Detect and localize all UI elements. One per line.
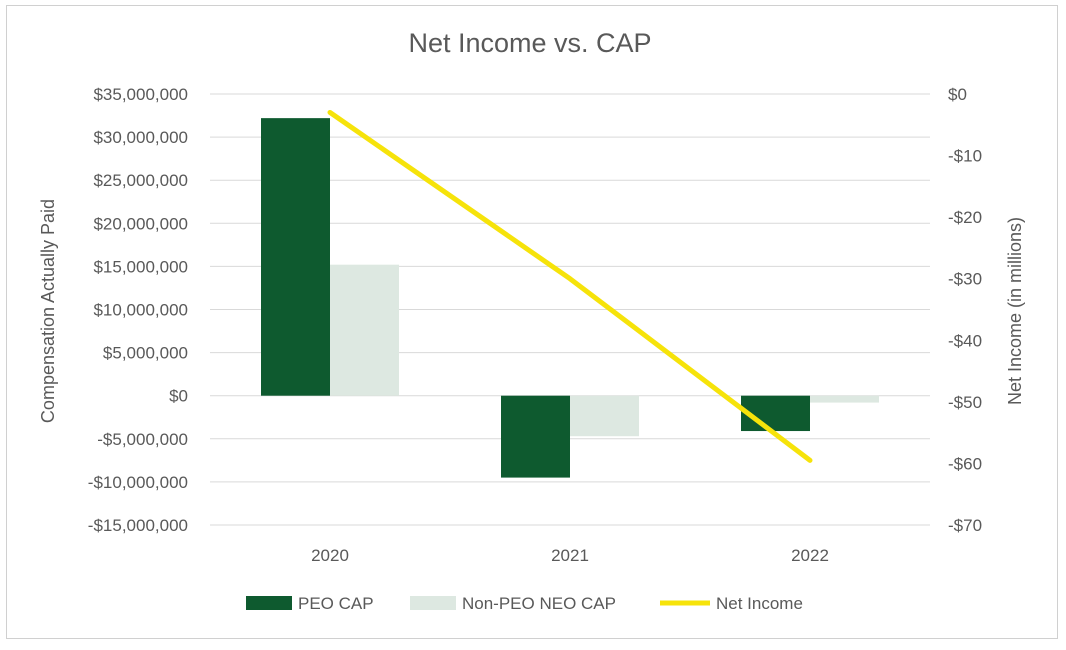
peo-cap-bar xyxy=(501,395,570,478)
right-tick-label: -$20 xyxy=(948,208,982,227)
left-tick-label: $35,000,000 xyxy=(93,85,188,104)
legend-label: PEO CAP xyxy=(298,594,374,613)
x-axis: 2020 2021 2022 xyxy=(311,546,829,565)
right-axis-title: Net Income (in millions) xyxy=(1005,217,1025,405)
left-tick-label: $5,000,000 xyxy=(103,344,188,363)
non-peo-neo-cap-bar xyxy=(330,264,399,396)
left-tick-label: $20,000,000 xyxy=(93,214,188,233)
x-tick-label: 2020 xyxy=(311,546,349,565)
right-tick-label: -$30 xyxy=(948,270,982,289)
left-tick-label: -$10,000,000 xyxy=(88,473,188,492)
legend: PEO CAP Non-PEO NEO CAP Net Income xyxy=(246,594,803,613)
left-tick-label: -$15,000,000 xyxy=(88,516,188,535)
non-peo-neo-cap-bar xyxy=(810,395,879,403)
x-tick-label: 2022 xyxy=(791,546,829,565)
right-tick-label: -$40 xyxy=(948,331,982,350)
legend-label: Non-PEO NEO CAP xyxy=(462,594,616,613)
left-axis-title: Compensation Actually Paid xyxy=(38,199,58,423)
legend-swatch xyxy=(246,596,292,610)
right-tick-label: -$50 xyxy=(948,393,982,412)
x-tick-label: 2021 xyxy=(551,546,589,565)
non-peo-neo-cap-bar xyxy=(570,395,639,437)
peo-cap-bar xyxy=(741,395,810,432)
chart-title: Net Income vs. CAP xyxy=(408,28,651,58)
left-tick-label: $10,000,000 xyxy=(93,301,188,320)
right-tick-label: $0 xyxy=(948,85,967,104)
left-tick-label: -$5,000,000 xyxy=(97,430,188,449)
left-tick-label: $25,000,000 xyxy=(93,171,188,190)
legend-swatch xyxy=(410,596,456,610)
left-tick-label: $30,000,000 xyxy=(93,128,188,147)
left-tick-label: $15,000,000 xyxy=(93,257,188,276)
legend-label: Net Income xyxy=(716,594,803,613)
right-tick-label: -$10 xyxy=(948,147,982,166)
right-tick-label: -$70 xyxy=(948,516,982,535)
right-tick-label: -$60 xyxy=(948,454,982,473)
bars xyxy=(261,118,879,478)
right-axis: $0 -$10 -$20 -$30 -$40 -$50 -$60 -$70 xyxy=(948,85,982,535)
net-income-line-group xyxy=(327,109,813,463)
peo-cap-bar xyxy=(261,118,330,396)
chart-frame xyxy=(6,5,1058,639)
left-tick-label: $0 xyxy=(169,387,188,406)
left-axis: $35,000,000 $30,000,000 $25,000,000 $20,000… xyxy=(88,85,188,535)
net-income-line xyxy=(327,109,813,463)
